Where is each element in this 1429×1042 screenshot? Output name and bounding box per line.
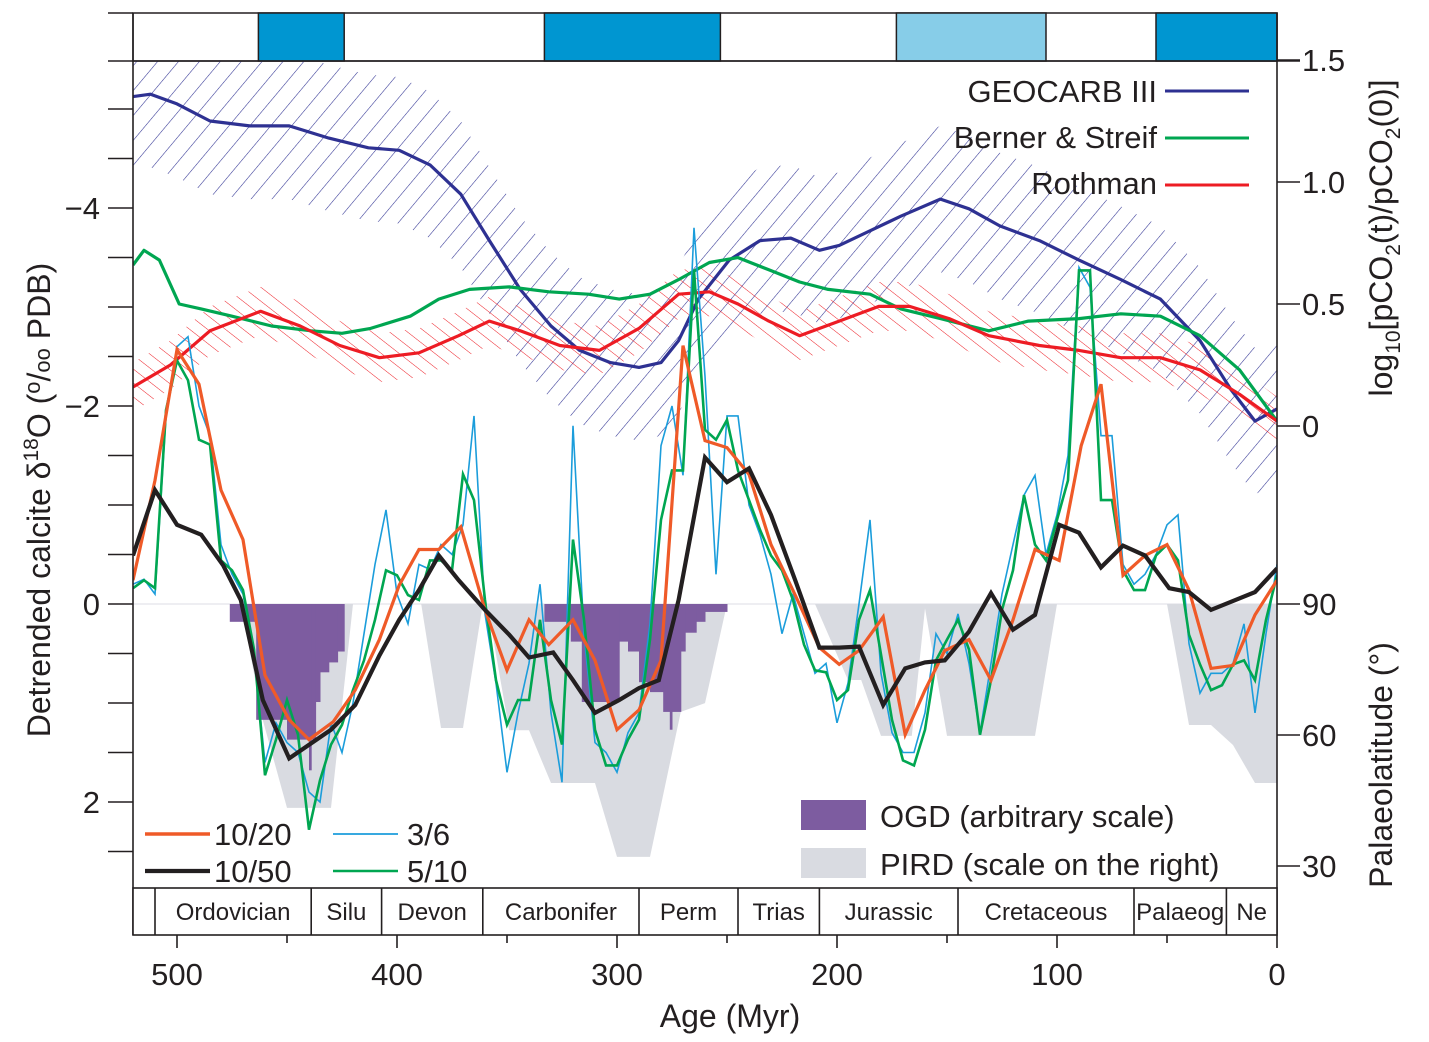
right-co2-tick-label: 1.0 xyxy=(1302,165,1345,200)
ogd-bar xyxy=(628,604,640,652)
hatch-band-rothman xyxy=(133,267,1277,446)
legend-label-10-20: 10/20 xyxy=(214,817,292,852)
x-tick-label: 0 xyxy=(1268,957,1285,992)
left-tick-label: −2 xyxy=(65,389,100,424)
y-axis-title-right-latitude: Palaeolatitude (°) xyxy=(1363,642,1399,888)
legend-label-berner: Berner & Streif xyxy=(954,120,1158,155)
y-axis-title-left: Detrended calcite δ18O (o/oo PDB) xyxy=(20,263,57,738)
co2-line-berner-streif xyxy=(133,248,1277,423)
ogd-bar xyxy=(619,604,629,642)
period-label-jurassic: Jurassic xyxy=(845,899,933,926)
x-tick-label: 500 xyxy=(151,957,203,992)
legend-label-5-10: 5/10 xyxy=(407,854,467,889)
ogd-bar xyxy=(669,604,673,730)
legend-label-10-50: 10/50 xyxy=(214,854,292,889)
ogd-bar xyxy=(337,604,345,652)
pird-area xyxy=(421,604,483,729)
co2-curves xyxy=(133,92,1277,423)
x-tick-label: 200 xyxy=(811,957,863,992)
co2-uncertainty-bands xyxy=(133,61,1277,495)
period-label-cretaceous: Cretaceous xyxy=(985,899,1108,926)
ogd-bar xyxy=(639,604,651,683)
period-label-palaeog: Palaeog xyxy=(1136,899,1224,926)
legend-swatch-pird xyxy=(801,848,866,878)
period-bar-frame xyxy=(132,887,1278,936)
legend-label-ogd: OGD (arbitrary scale) xyxy=(880,799,1175,834)
left-tick-label: 2 xyxy=(83,785,100,820)
d18o-line-3-6 xyxy=(133,227,1277,804)
ogd-bar xyxy=(680,604,686,652)
ogd-bar xyxy=(685,604,697,633)
ogd-bar xyxy=(672,604,682,712)
right-latitude-tick-label: 30 xyxy=(1302,849,1336,884)
ogd-bar xyxy=(315,604,321,703)
ogd-bar xyxy=(696,604,706,622)
ogd-bar xyxy=(311,604,317,740)
area-legend: OGD (arbitrary scale) PIRD (scale on the… xyxy=(801,799,1219,882)
d18o-line-5-10 xyxy=(133,269,1277,830)
period-label-trias: Trias xyxy=(752,899,804,926)
climate-bar-block xyxy=(895,12,1047,62)
legend-label-rothman: Rothman xyxy=(1031,166,1157,201)
pird-area xyxy=(1167,604,1277,784)
right-latitude-tick-label: 60 xyxy=(1302,718,1336,753)
right-co2-tick-label: 0 xyxy=(1302,409,1319,444)
d18o-line-10-20 xyxy=(133,345,1277,742)
period-label-ne: Ne xyxy=(1236,899,1267,926)
co2-legend: GEOCARB III Berner & Streif Rothman xyxy=(954,74,1249,201)
period-label-ordovician: Ordovician xyxy=(176,899,291,926)
d18o-curves xyxy=(133,227,1277,830)
x-tick-label: 100 xyxy=(1031,957,1083,992)
x-tick-label: 400 xyxy=(371,957,423,992)
co2-line-rothman xyxy=(133,290,1277,423)
right-latitude-tick-label: 90 xyxy=(1302,587,1336,622)
ogd-bar xyxy=(256,604,288,720)
co2-line-geocarb-iii xyxy=(133,92,1277,423)
climate-bar-block xyxy=(543,12,722,62)
period-label-carbonifer: Carbonifer xyxy=(505,899,617,926)
ogd-bar xyxy=(570,604,583,642)
ogd-bar xyxy=(328,604,339,663)
d18o-line-10-50 xyxy=(133,452,1277,762)
climate-bar-block xyxy=(257,12,345,62)
legend-swatch-ogd xyxy=(801,800,866,830)
ogd-bar xyxy=(320,604,330,673)
ogd-bar xyxy=(309,604,312,771)
x-axis-title: Age (Myr) xyxy=(660,998,800,1034)
period-label-silu: Silu xyxy=(326,899,366,926)
plot-area xyxy=(133,61,1277,857)
ogd-bar xyxy=(544,604,572,622)
left-tick-label: 0 xyxy=(83,587,100,622)
right-co2-tick-label: 1.5 xyxy=(1302,43,1345,78)
left-tick-label: −4 xyxy=(65,191,100,226)
right-co2-tick-label: 0.5 xyxy=(1302,287,1345,322)
legend-label-pird: PIRD (scale on the right) xyxy=(880,847,1219,882)
legend-label-3-6: 3/6 xyxy=(407,817,450,852)
climate-mode-bar xyxy=(132,12,1278,62)
ogd-bar xyxy=(287,604,310,740)
climate-bar-block xyxy=(1155,12,1278,62)
axes: −4 −2 0 2 1.5 1.0 0.5 0 90 60 30 500 400 300 200 100 0 xyxy=(65,12,1345,992)
legend-label-geocarb: GEOCARB III xyxy=(968,74,1157,109)
period-label-perm: Perm xyxy=(660,899,717,926)
y-axis-title-right-co2: log10[pCO2(t)/pCO2(0)] xyxy=(1363,79,1405,396)
x-tick-label: 300 xyxy=(591,957,643,992)
d18o-legend: 10/20 3/6 10/50 5/10 xyxy=(145,817,467,889)
ogd-bar xyxy=(663,604,671,712)
geologic-period-bar: Ordovician Silu Devon Carbonifer Perm Trias Ju… xyxy=(132,887,1278,936)
ogd-bar xyxy=(705,604,728,612)
period-label-devon: Devon xyxy=(398,899,467,926)
